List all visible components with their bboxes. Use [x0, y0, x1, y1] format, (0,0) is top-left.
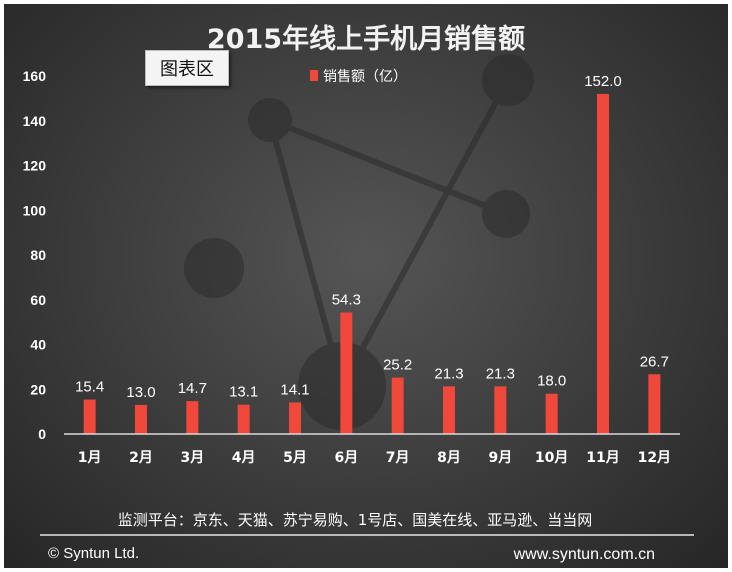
y-tick-label: 20 — [30, 381, 46, 397]
y-tick-label: 80 — [30, 247, 46, 263]
data-label: 152.0 — [584, 73, 622, 90]
decor-node — [248, 98, 292, 142]
x-tick-label: 6月 — [334, 450, 358, 466]
x-tick-label: 9月 — [488, 450, 512, 466]
network-decoration — [184, 54, 534, 430]
chart-frame: 2015年线上手机月销售额 销售额（亿） 0 20 40 60 80 100 120 140 1… — [4, 4, 728, 568]
x-tick-label: 1月 — [78, 450, 102, 466]
bar — [648, 374, 661, 434]
x-tick-label: 10月 — [535, 450, 568, 466]
data-label: 21.3 — [434, 365, 463, 382]
legend: 销售额（亿） — [310, 69, 407, 85]
data-label: 13.0 — [126, 384, 155, 401]
x-tick-label: 4月 — [232, 450, 256, 466]
bar — [340, 312, 353, 434]
data-label: 26.7 — [640, 353, 669, 370]
copyright-text: © Syntun Ltd. — [48, 545, 139, 562]
bar — [237, 404, 250, 434]
decor-line — [268, 117, 508, 217]
bar — [545, 393, 558, 434]
y-axis: 0 20 40 60 80 100 120 140 160 — [23, 68, 47, 442]
decor-line — [339, 78, 511, 388]
bar — [597, 93, 609, 435]
y-tick-label: 60 — [30, 292, 46, 308]
y-tick-label: 0 — [38, 426, 46, 442]
x-tick-label: 5月 — [283, 450, 307, 466]
data-label: 14.7 — [178, 380, 207, 397]
bar — [443, 386, 455, 434]
x-tick-label: 8月 — [437, 450, 461, 466]
x-tick-label: 3月 — [180, 450, 204, 466]
data-label: 21.3 — [486, 365, 515, 382]
chart-canvas: 2015年线上手机月销售额 销售额（亿） 0 20 40 60 80 100 120 140 1… — [23, 23, 694, 563]
bar — [135, 404, 147, 434]
data-label: 15.4 — [75, 379, 104, 396]
bar — [289, 402, 301, 434]
legend-swatch — [310, 70, 318, 81]
x-tick-label: 12月 — [638, 450, 671, 466]
data-label: 14.1 — [280, 381, 309, 398]
x-axis: 1月 2月 3月 4月 5月 6月 7月 8月 9月 10月 11月 12月 — [78, 450, 671, 466]
decor-node — [184, 238, 244, 298]
decor-line — [267, 119, 345, 387]
data-label: 25.2 — [383, 357, 412, 374]
legend-label: 销售额（亿） — [323, 69, 407, 85]
x-tick-label: 11月 — [586, 450, 619, 466]
y-tick-label: 120 — [23, 158, 47, 174]
website-link[interactable]: www.syntun.com.cn — [513, 546, 655, 563]
x-tick-label: 7月 — [386, 450, 410, 466]
data-label: 18.0 — [537, 373, 566, 390]
chart-title: 2015年线上手机月销售额 — [207, 23, 525, 55]
bar-series — [83, 93, 661, 435]
bar — [494, 386, 507, 434]
bar — [83, 399, 96, 434]
x-tick-label: 2月 — [129, 450, 153, 466]
decor-node — [482, 54, 534, 106]
platforms-note: 监测平台：京东、天猫、苏宁易购、1号店、国美在线、亚马逊、当当网 — [118, 511, 593, 529]
data-labels: 15.4 13.0 14.7 13.1 14.1 54.3 25.2 21.3 21.3 18.0… — [75, 73, 669, 401]
data-label: 54.3 — [332, 292, 361, 309]
data-label: 13.1 — [229, 384, 258, 401]
y-tick-label: 140 — [23, 113, 47, 129]
bar — [186, 401, 199, 434]
decor-node — [482, 190, 530, 238]
y-tick-label: 100 — [23, 202, 47, 218]
bar — [391, 377, 404, 434]
y-tick-label: 160 — [23, 68, 47, 84]
chart-area-tooltip: 图表区 — [145, 50, 229, 86]
y-tick-label: 40 — [30, 337, 46, 353]
